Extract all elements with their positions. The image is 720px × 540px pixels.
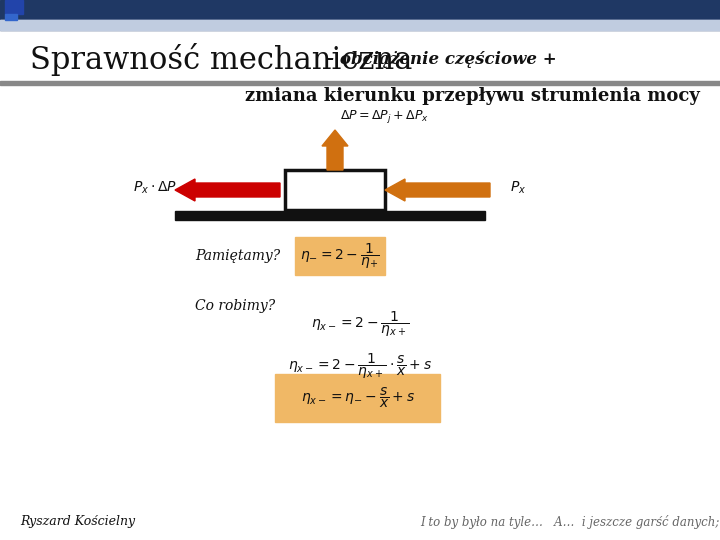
Bar: [295, 237, 385, 275]
Text: $P_x \cdot \Delta P$: $P_x \cdot \Delta P$: [133, 180, 177, 196]
Bar: [175, 211, 485, 220]
Text: Pamiętamy?: Pamiętamy?: [195, 249, 280, 263]
Bar: [5, 0, 23, 14]
Bar: [0, 29, 720, 30]
Bar: [0, 0, 720, 20]
Text: zmiana kierunku przepływu strumienia mocy: zmiana kierunku przepływu strumienia moc…: [245, 87, 700, 105]
Text: $\eta_{x-} = 2 - \dfrac{1}{\eta_{x+}} \cdot \dfrac{s}{x} + s$: $\eta_{x-} = 2 - \dfrac{1}{\eta_{x+}} \c…: [288, 352, 432, 381]
Text: I to by było na tyle…   A…  i jeszcze garść danych; mogą się przydać.: I to by było na tyle… A… i jeszcze garść…: [420, 515, 720, 529]
Text: $\Delta P = \Delta P_j + \Delta P_x$: $\Delta P = \Delta P_j + \Delta P_x$: [340, 108, 429, 125]
Text: Sprawność mechaniczna: Sprawność mechaniczna: [30, 44, 413, 77]
Bar: [0, 81, 720, 85]
Bar: [285, 170, 385, 210]
Text: $\eta_{x-} = 2 - \dfrac{1}{\eta_{x+}}$: $\eta_{x-} = 2 - \dfrac{1}{\eta_{x+}}$: [311, 310, 409, 339]
Bar: [0, 27, 720, 28]
Bar: [5, 14, 17, 20]
Bar: [0, 20, 720, 21]
FancyArrow shape: [322, 130, 348, 170]
Bar: [0, 26, 720, 27]
Text: Ryszard Kościelny: Ryszard Kościelny: [20, 516, 135, 529]
Bar: [0, 22, 720, 23]
Text: $\eta_{-} = 2 - \dfrac{1}{\eta_{+}}$: $\eta_{-} = 2 - \dfrac{1}{\eta_{+}}$: [300, 241, 379, 271]
FancyArrow shape: [175, 179, 280, 201]
Bar: [0, 20, 720, 30]
Text: – obciążenie częściowe +: – obciążenie częściowe +: [320, 51, 557, 69]
Bar: [0, 28, 720, 29]
Bar: [0, 25, 720, 26]
Bar: [0, 23, 720, 24]
Bar: [0, 21, 720, 22]
Text: $P_x$: $P_x$: [510, 180, 526, 196]
Text: $\eta_{x-} = \eta_{-} - \dfrac{s}{x} + s$: $\eta_{x-} = \eta_{-} - \dfrac{s}{x} + s…: [301, 386, 415, 410]
Bar: [0, 24, 720, 25]
FancyArrow shape: [385, 179, 490, 201]
Bar: [275, 374, 440, 422]
Text: Co robimy?: Co robimy?: [195, 299, 275, 313]
